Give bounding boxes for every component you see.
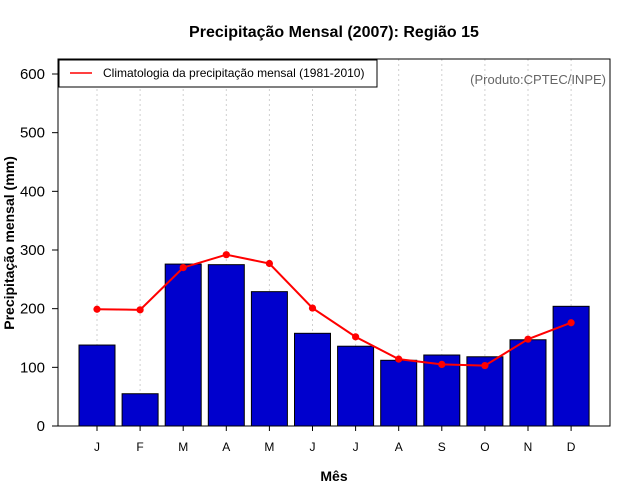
- x-tick-label: S: [438, 440, 446, 454]
- axes: 0 100 200 300 400 500 600 J F M A M J J A S O N D: [20, 66, 576, 454]
- climatology-point-8: [438, 360, 446, 368]
- climatology-point-7: [395, 355, 403, 363]
- legend-entry-climatology: Climatologia da precipitação mensal (198…: [103, 66, 364, 80]
- bar-4: [250, 291, 288, 427]
- y-tick-label: 100: [20, 359, 45, 376]
- x-tick-label: F: [136, 440, 143, 454]
- x-tick-label: A: [222, 440, 230, 454]
- climatology-line: [96, 253, 572, 367]
- x-tick-label: J: [353, 440, 359, 454]
- climatology-point-1: [136, 306, 144, 314]
- bar-series: [78, 263, 590, 427]
- bar-10: [509, 339, 547, 427]
- climatology-series: [93, 251, 575, 370]
- bar-5: [294, 332, 331, 427]
- source-annotation: (Produto:CPTEC/INPE): [470, 72, 606, 87]
- climatology-point-6: [352, 333, 360, 341]
- x-tick-label: J: [310, 440, 316, 454]
- x-axis-label: Mês: [320, 468, 347, 484]
- climatology-point-3: [222, 251, 230, 259]
- bar-1: [121, 393, 159, 427]
- bar-2: [164, 263, 202, 427]
- y-tick-label: 200: [20, 301, 45, 318]
- climatology-point-2: [179, 264, 187, 272]
- y-tick-label: 400: [20, 183, 45, 200]
- x-tick-label: A: [395, 440, 403, 454]
- y-tick-label: 500: [20, 125, 45, 142]
- x-tick-label: M: [264, 440, 274, 454]
- climatology-point-10: [524, 335, 532, 343]
- y-axis-label: Precipitação mensal (mm): [1, 156, 17, 330]
- bar-7: [380, 359, 418, 427]
- climatology-point-0: [93, 305, 101, 313]
- climatology-point-11: [567, 319, 575, 327]
- bar-6: [337, 345, 375, 427]
- climatology-point-9: [481, 361, 489, 370]
- y-tick-label: 0: [37, 418, 45, 435]
- legend-box: [58, 59, 378, 88]
- x-tick-label: N: [524, 440, 533, 454]
- climatology-point-5: [308, 304, 317, 312]
- legend: Climatologia da precipitação mensal (198…: [58, 59, 378, 88]
- y-tick-label: 300: [20, 242, 45, 259]
- plot-frame: [57, 58, 611, 427]
- bar-0: [78, 344, 116, 427]
- y-tick-label: 600: [20, 66, 45, 83]
- x-tick-label: M: [178, 440, 188, 454]
- bar-3: [207, 264, 245, 427]
- chart-title: Precipitação Mensal (2007): Região 15: [189, 24, 479, 41]
- x-tick-label: O: [480, 440, 489, 454]
- x-tick-label: D: [567, 440, 576, 454]
- climatology-point-4: [265, 259, 273, 268]
- x-tick-label: J: [94, 440, 100, 454]
